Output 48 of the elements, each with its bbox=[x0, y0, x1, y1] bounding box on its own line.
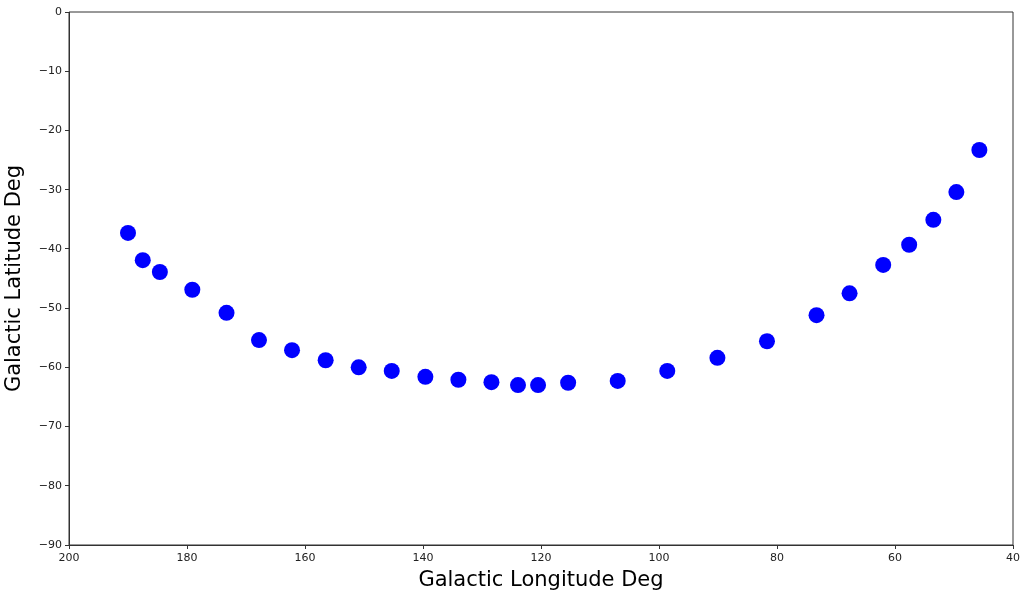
point bbox=[709, 349, 726, 366]
x-tick-label: 80 bbox=[770, 551, 784, 565]
x-tick-label: 200 bbox=[58, 551, 80, 565]
point bbox=[971, 141, 988, 158]
point bbox=[417, 368, 434, 385]
x-axis-title: Galactic Longitude Deg bbox=[418, 566, 664, 591]
x-tick-label: 140 bbox=[412, 551, 434, 565]
y-tick-label: −80 bbox=[38, 478, 62, 492]
point bbox=[350, 359, 367, 376]
point bbox=[560, 374, 577, 391]
x-tick-label: 40 bbox=[1006, 551, 1020, 565]
point bbox=[530, 377, 547, 394]
y-tick-label: −70 bbox=[38, 419, 62, 433]
x-tick-label: 160 bbox=[294, 551, 316, 565]
point bbox=[450, 371, 467, 388]
point bbox=[483, 374, 500, 391]
point bbox=[509, 377, 526, 394]
point bbox=[120, 224, 136, 241]
point bbox=[284, 342, 301, 359]
x-tick-label: 100 bbox=[648, 551, 670, 565]
point bbox=[134, 252, 151, 269]
x-tick-label: 120 bbox=[530, 551, 552, 565]
point bbox=[875, 256, 892, 273]
point bbox=[250, 332, 267, 349]
x-tick-label: 60 bbox=[888, 551, 902, 565]
point bbox=[659, 362, 676, 379]
y-tick-label: −40 bbox=[38, 241, 62, 255]
y-tick-label: −10 bbox=[38, 64, 62, 78]
y-tick-label: −50 bbox=[38, 300, 62, 314]
point bbox=[948, 184, 965, 201]
point bbox=[609, 372, 626, 389]
point bbox=[151, 263, 168, 280]
point bbox=[184, 281, 201, 298]
point bbox=[758, 333, 775, 350]
y-tick-label: −30 bbox=[38, 182, 62, 196]
point bbox=[383, 362, 400, 379]
y-tick-label: 0 bbox=[55, 4, 62, 18]
point bbox=[218, 304, 235, 321]
y-tick-label: −90 bbox=[38, 537, 62, 551]
point bbox=[925, 211, 942, 228]
y-tick-label: −60 bbox=[38, 360, 62, 374]
x-tick-label: 180 bbox=[176, 551, 198, 565]
y-axis-title: Galactic Latitude Deg bbox=[1, 164, 26, 393]
point bbox=[841, 285, 858, 302]
point bbox=[808, 307, 825, 324]
y-tick-label: −20 bbox=[38, 123, 62, 137]
point bbox=[317, 352, 334, 369]
point bbox=[901, 236, 918, 253]
